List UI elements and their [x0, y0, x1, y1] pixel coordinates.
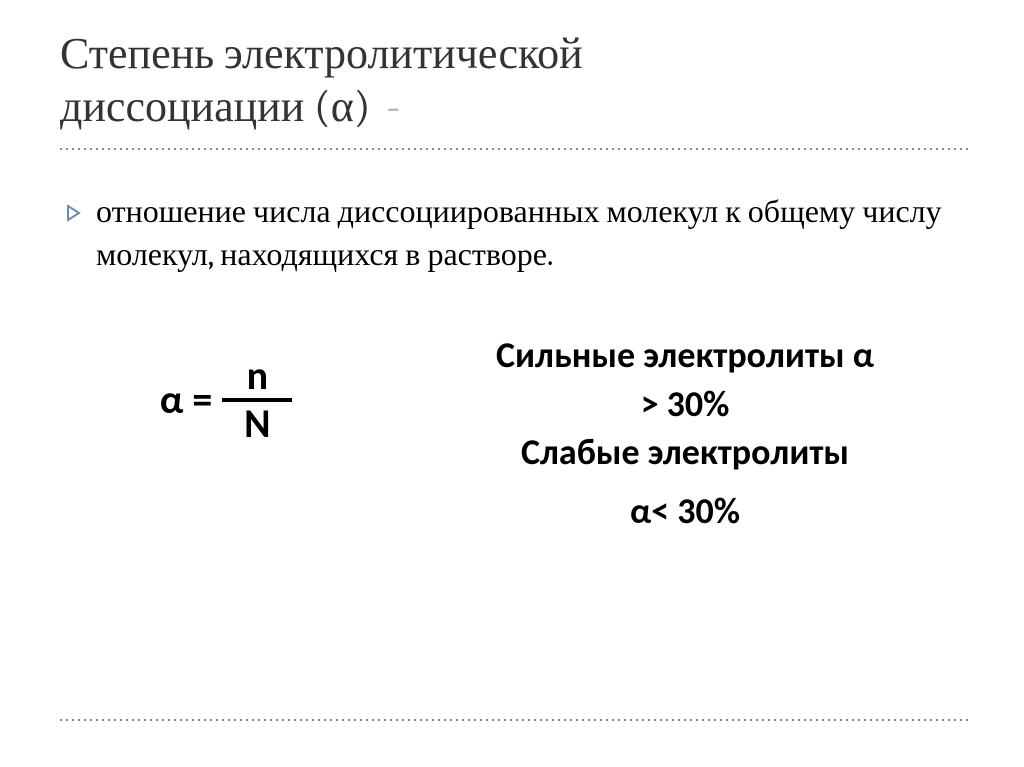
formula-fraction: n N	[222, 356, 292, 444]
formula-lhs: α =	[160, 375, 213, 424]
title-block: Степень электролитической диссоциации (α…	[60, 28, 984, 150]
classification-block: Сильные электролиты α > 30% Слабые элект…	[386, 331, 984, 535]
formula: α = n N	[160, 356, 293, 444]
formula-wrap: α = n N	[66, 331, 386, 444]
title-dash: -	[386, 81, 400, 132]
footer-underline	[60, 719, 970, 721]
body-area: отношение числа диссоциированных молекул…	[60, 190, 984, 536]
formula-denominator: N	[238, 402, 276, 444]
slide: Степень электролитической диссоциации (α…	[0, 0, 1024, 767]
definition-text: отношение числа диссоциированных молекул…	[96, 190, 946, 276]
title-underline	[60, 148, 970, 150]
bullet-marker-icon	[66, 204, 82, 226]
title-line-2: диссоциации (α)	[60, 81, 371, 132]
weak-electrolytes-line-1: Слабые электролиты	[386, 428, 984, 477]
formula-numerator: n	[241, 356, 274, 398]
bullet-row: отношение числа диссоциированных молекул…	[66, 190, 984, 276]
strong-electrolytes-line-2: > 30%	[386, 380, 984, 429]
title-line-1: Степень электролитической	[60, 28, 984, 81]
strong-electrolytes-line-1: Сильные электролиты α	[386, 331, 984, 380]
title-line-2-wrap: диссоциации (α) -	[60, 81, 984, 134]
weak-electrolytes-line-2: α< 30%	[386, 487, 984, 536]
lower-row: α = n N Сильные электролиты α > 30% Слаб…	[66, 331, 984, 535]
